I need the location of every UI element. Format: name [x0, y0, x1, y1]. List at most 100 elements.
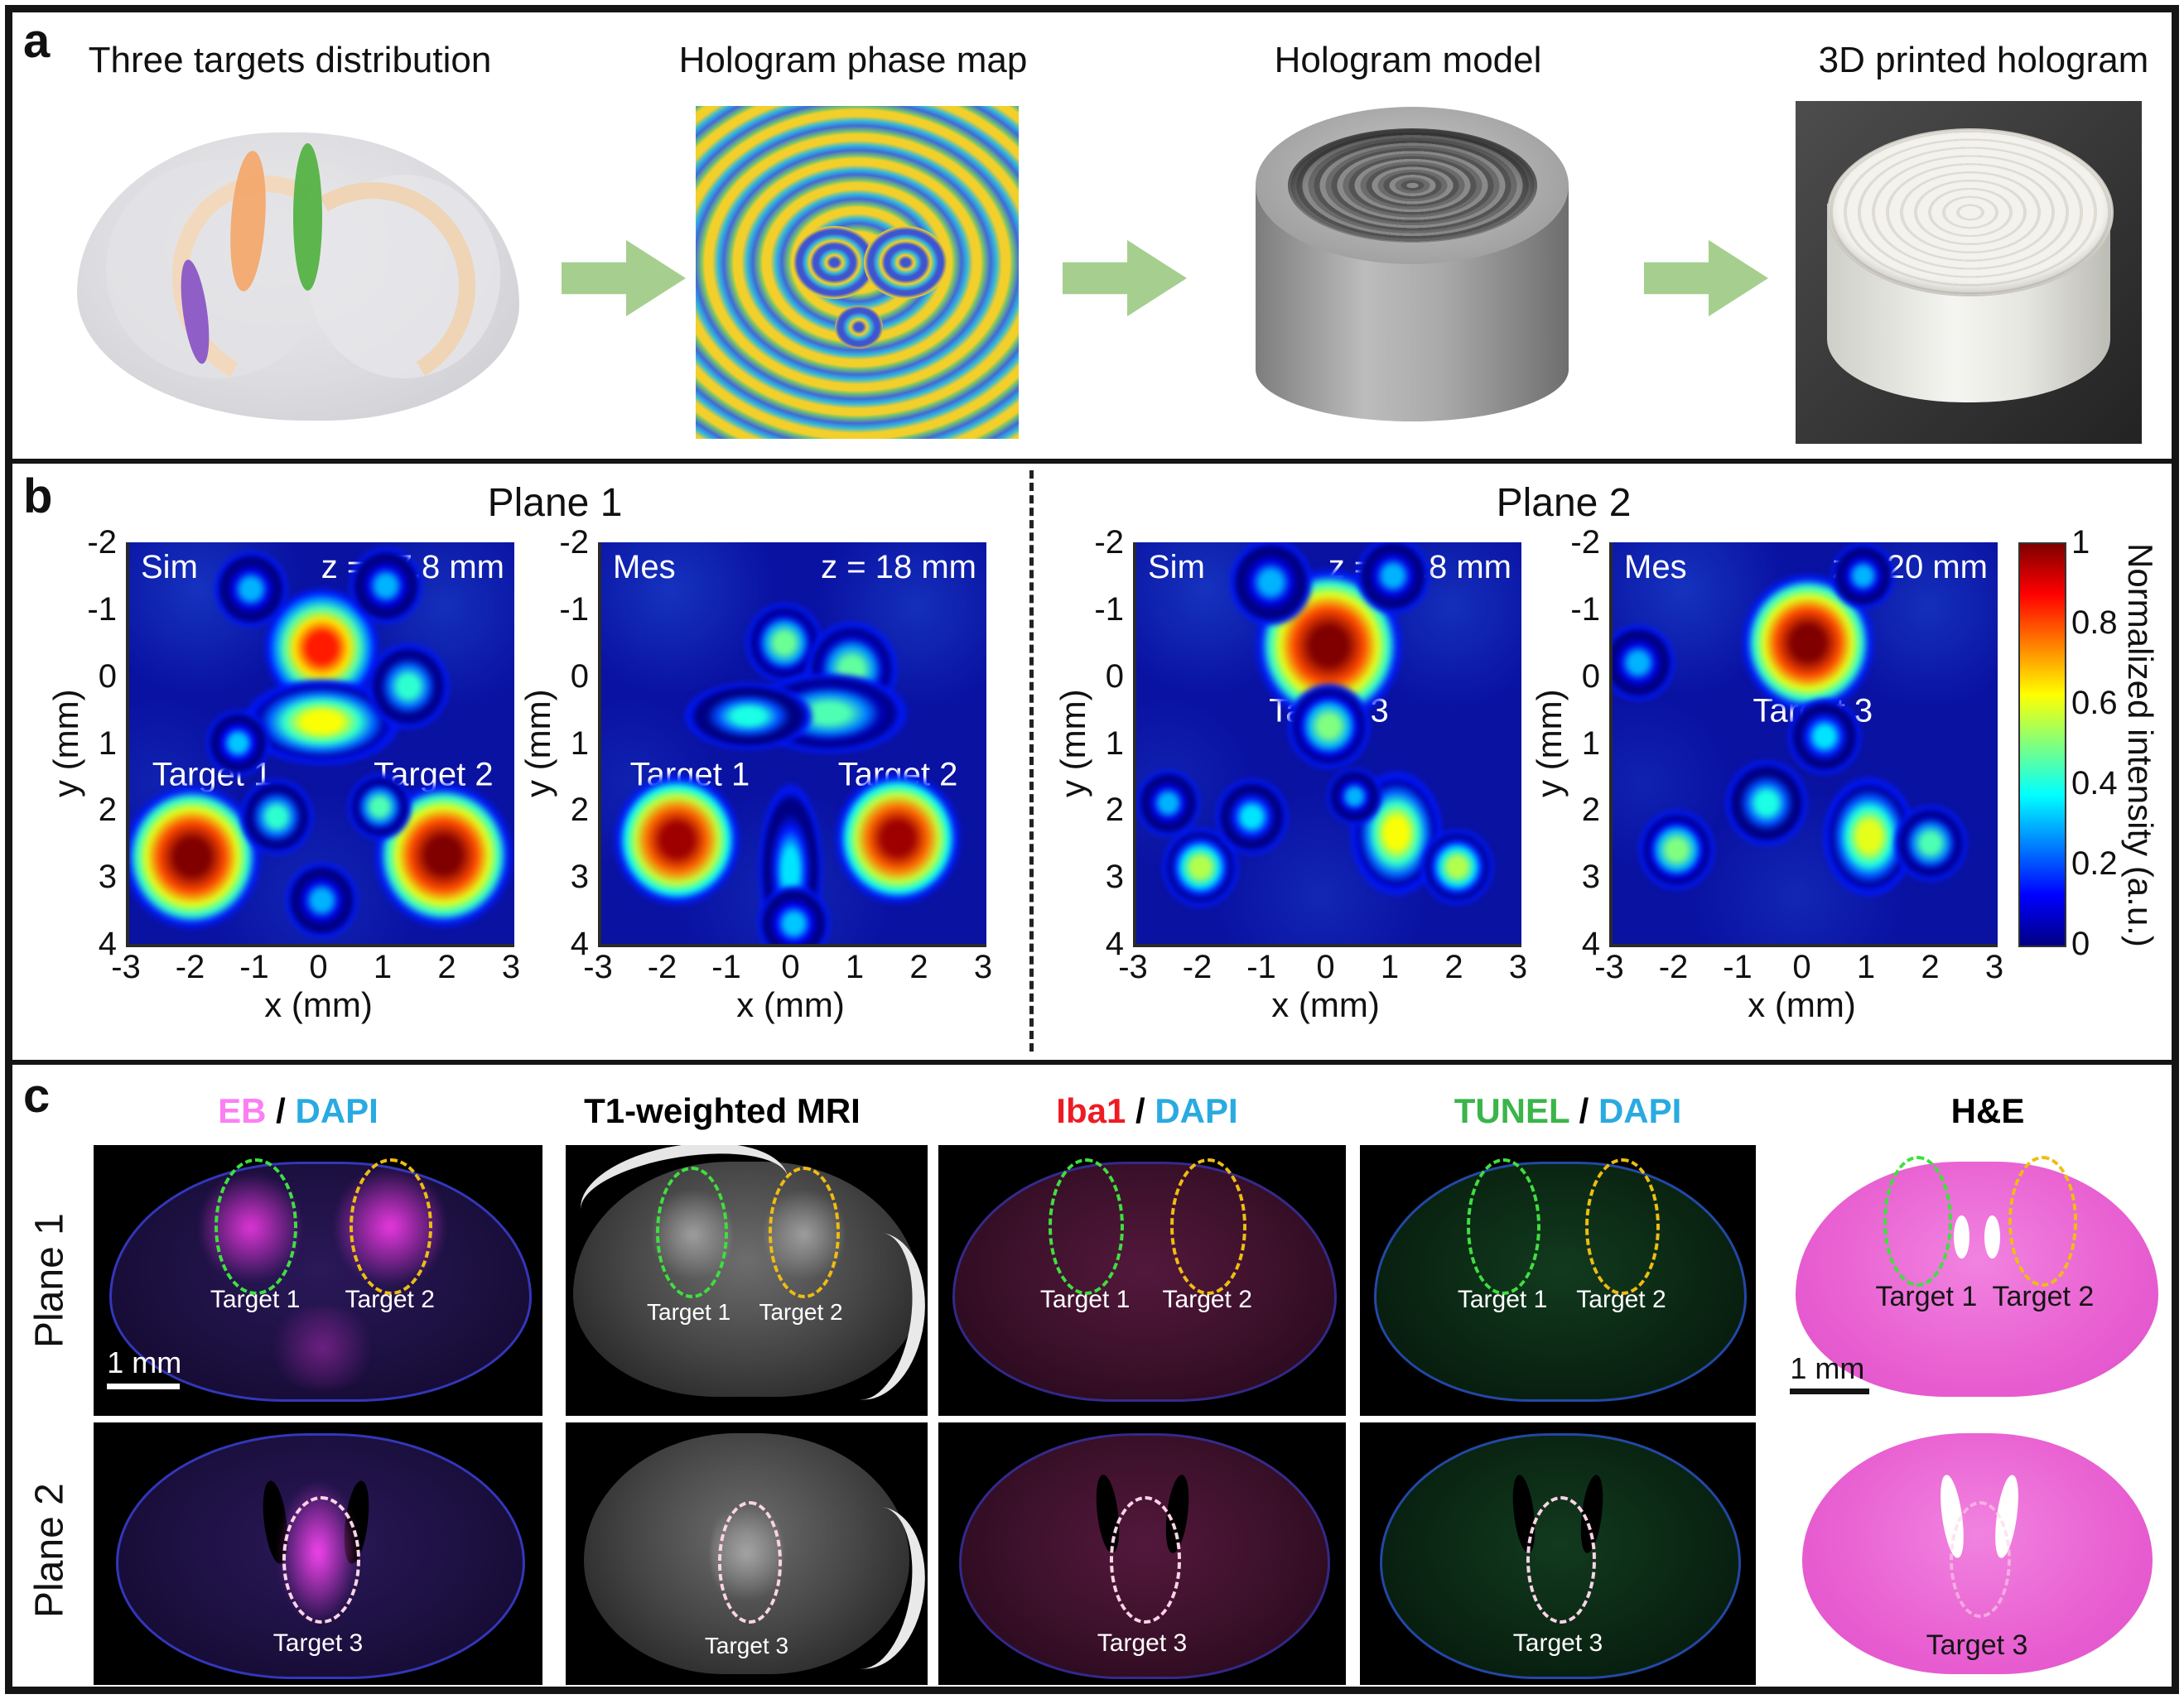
scale-bar — [107, 1383, 181, 1389]
y-tick-label: 3 — [570, 859, 589, 896]
y-tick-label: 2 — [1105, 792, 1124, 829]
x-tick-label: -3 — [111, 949, 141, 985]
colorbar-tick-label: 1 — [2071, 524, 2090, 561]
heatmap-hotspot — [1775, 685, 1873, 787]
x-tick-label: -1 — [1723, 949, 1753, 985]
panel-c-label: c — [23, 1069, 51, 1123]
hologram-model-image — [1234, 93, 1590, 450]
heatmap-canvas: Sim z = 19.8 mm Target 3 — [1133, 542, 1521, 947]
scale-bar — [1790, 1389, 1870, 1395]
colorbar — [2018, 542, 2066, 947]
target-label: Target 1 — [1875, 1280, 1978, 1312]
brain-section — [108, 1161, 533, 1403]
colorbar-ticks: 1 0.8 0.6 0.4 0.2 0 — [2071, 524, 2146, 962]
target3-ellipse-annotation — [1526, 1495, 1597, 1624]
y-tick-label: 0 — [570, 657, 589, 695]
x-tick-label: 3 — [501, 949, 521, 985]
heatmap-hotspot — [601, 753, 760, 927]
column-header-eb-dapi: EB / DAPI — [83, 1091, 513, 1131]
tunel-dapi-plane1-image: Target 1 Target 2 — [1360, 1145, 1756, 1416]
step-title-targets: Three targets distribution — [88, 40, 492, 80]
mri-plane2-image: Target 3 — [566, 1422, 928, 1685]
target2-ellipse-annotation — [1170, 1158, 1247, 1296]
step-title-hologram-model: Hologram model — [1274, 40, 1542, 80]
brain-section — [572, 1161, 921, 1398]
x-tick-label: 2 — [437, 949, 456, 985]
header-part: Iba1 — [1056, 1091, 1126, 1130]
column-header-iba1-dapi: Iba1 / DAPI — [932, 1091, 1362, 1131]
x-axis-ticks: -3 -2 -1 0 1 2 3 — [1594, 949, 2003, 985]
mri-plane1-image: Target 1 Target 2 — [566, 1145, 928, 1416]
heatmap-hotspot — [1318, 758, 1391, 835]
mode-annotation: Mes — [613, 549, 676, 585]
target-2-ellipsoid — [293, 143, 322, 291]
x-tick-label: 2 — [1921, 949, 1940, 985]
x-tick-label: -1 — [239, 949, 269, 985]
header-part: DAPI — [295, 1091, 378, 1130]
heatmap-hotspot — [1625, 797, 1728, 904]
z-annotation: z = 18 mm — [821, 549, 976, 585]
phase-ring-right — [863, 225, 948, 300]
y-tick-label: 2 — [98, 792, 117, 829]
plane-2-title: Plane 2 — [1496, 481, 1632, 525]
y-tick-label: -1 — [87, 590, 117, 628]
target-label: Target 2 — [1992, 1280, 2095, 1312]
column-header-mri: T1-weighted MRI — [507, 1091, 938, 1131]
colorbar-tick-label: 0.4 — [2071, 765, 2118, 801]
brain-lobe-shape — [307, 175, 500, 379]
target-label: Target 1 — [1039, 1286, 1131, 1314]
heatmap-canvas: Mes z = 18 mm Target 1 Target 2 — [598, 542, 986, 947]
target-label: Target 2 — [1162, 1286, 1252, 1314]
heatmap-hotspot — [337, 542, 435, 637]
flow-arrow-icon — [1063, 239, 1187, 317]
x-tick-label: 1 — [845, 949, 865, 985]
x-axis-ticks: -3 -2 -1 0 1 2 3 — [583, 949, 992, 985]
y-tick-label: 0 — [1105, 657, 1124, 695]
printed-puck-top — [1826, 128, 2114, 296]
header-part: / — [266, 1091, 296, 1130]
target-label: Target 1 — [1457, 1286, 1548, 1314]
y-tick-label: 2 — [570, 792, 589, 829]
y-tick-label: 3 — [1581, 859, 1600, 896]
target2-ellipse-annotation — [1585, 1158, 1660, 1296]
y-tick-label: 0 — [98, 657, 117, 695]
target-label: Target 3 — [1512, 1629, 1603, 1658]
x-tick-label: -2 — [647, 949, 677, 985]
heatmap-hotspot — [1216, 542, 1326, 640]
x-tick-label: -1 — [1246, 949, 1276, 985]
heatmap-hotspot — [814, 751, 981, 925]
colorbar-label: Normalized intensity (a.u.) — [2121, 543, 2160, 947]
x-tick-label: 3 — [1508, 949, 1528, 985]
eb-signal — [263, 1307, 381, 1389]
phase-map-image — [696, 106, 1019, 439]
step-title-printed-hologram: 3D printed hologram — [1818, 40, 2149, 80]
x-tick-label: 3 — [1984, 949, 2004, 985]
header-part: DAPI — [1155, 1091, 1238, 1130]
x-tick-label: -3 — [1118, 949, 1148, 985]
target-label: Target 3 — [272, 1629, 364, 1658]
target-label: Target 1 — [210, 1286, 301, 1314]
y-axis-ticks: -2 -1 0 1 2 3 4 — [556, 524, 592, 962]
x-axis-label: x (mm) — [264, 985, 373, 1024]
x-axis-ticks: -3 -2 -1 0 1 2 3 — [111, 949, 520, 985]
target1-ellipse-annotation — [215, 1158, 298, 1296]
y-tick-label: 1 — [1581, 724, 1600, 762]
target1-ellipse-annotation — [656, 1167, 728, 1298]
target1-ellipse-annotation — [1883, 1156, 1953, 1287]
y-tick-label: 1 — [1105, 724, 1124, 762]
eb-dapi-plane1-image: Target 1 Target 2 1 mm — [94, 1145, 542, 1416]
brain-section — [1796, 1161, 2158, 1398]
target-label: Target 3 — [1097, 1629, 1188, 1658]
target-label: Target 2 — [759, 1299, 843, 1326]
scale-bar-label: 1 mm — [1790, 1350, 1865, 1385]
colorbar-tick-label: 0.2 — [2071, 845, 2118, 882]
x-tick-label: 1 — [1380, 949, 1400, 985]
hologram-relief-surface — [1287, 128, 1537, 243]
heatmap-hotspot — [663, 671, 835, 761]
row-label-plane2: Plane 2 — [27, 1483, 72, 1619]
printed-hologram-photo — [1796, 101, 2142, 444]
x-tick-label: 3 — [973, 949, 993, 985]
x-tick-label: -1 — [711, 949, 741, 985]
